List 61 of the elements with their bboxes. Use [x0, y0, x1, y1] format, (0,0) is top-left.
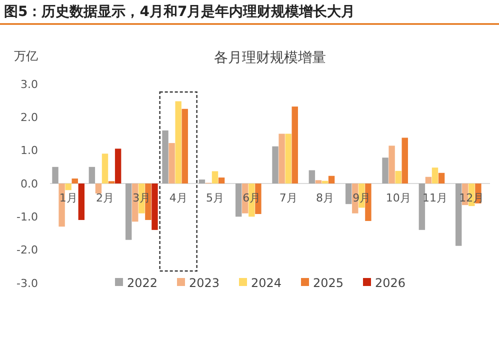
bar [175, 101, 182, 184]
bar [52, 166, 58, 184]
bar [425, 176, 432, 184]
legend-label: 2025 [313, 276, 344, 290]
bar [212, 171, 218, 184]
bar [114, 148, 122, 184]
legend-label: 2023 [189, 276, 220, 290]
bar [88, 166, 96, 184]
legend-label: 2022 [127, 276, 158, 290]
bar [278, 134, 285, 184]
bar [95, 184, 102, 194]
bar [182, 108, 188, 184]
x-tick-label: 5月 [206, 192, 224, 204]
bar [315, 180, 322, 184]
legend-label: 2026 [375, 276, 406, 290]
chart-subtitle: 各月理财规模增量 [214, 50, 326, 66]
y-tick-label: -1.0 [16, 210, 38, 224]
bar [102, 154, 108, 184]
bar [285, 134, 292, 184]
bar [78, 184, 85, 220]
x-tick-label: 10月 [386, 192, 411, 204]
bar [382, 158, 388, 184]
bar [235, 184, 242, 217]
x-tick-label: 6月 [242, 192, 261, 204]
bar [152, 184, 158, 230]
x-tick-label: 2月 [96, 192, 114, 204]
bar [418, 184, 426, 230]
bar [162, 130, 168, 184]
bar [395, 170, 402, 184]
bar [292, 106, 298, 184]
bar [455, 184, 462, 246]
legend-label: 2024 [251, 276, 282, 290]
y-tick-label: 1.0 [20, 144, 38, 158]
x-tick-label: 7月 [279, 192, 298, 204]
bar [432, 168, 438, 184]
y-tick-label: -2.0 [16, 244, 38, 257]
y-tick-label: 2.0 [20, 111, 38, 124]
x-tick-label: 11月 [422, 192, 448, 204]
bar [72, 178, 78, 184]
bar [388, 146, 395, 184]
x-tick-label: 3月 [132, 192, 151, 204]
bar [438, 172, 445, 184]
chart-title: 图5：历史数据显示，4月和7月是年内理财规模增长大月 [4, 4, 356, 20]
bar [218, 178, 225, 184]
bar [198, 180, 206, 184]
bar [328, 176, 335, 184]
bar [345, 184, 352, 204]
y-axis-title: 万亿 [14, 49, 38, 63]
bar [308, 170, 316, 184]
x-tick-label: 4月 [169, 192, 188, 204]
bar [322, 180, 328, 184]
y-tick-label: 0.0 [20, 177, 38, 190]
y-tick-label: -3.0 [16, 276, 38, 290]
y-tick-label: 3.0 [20, 78, 38, 91]
bar [125, 184, 132, 240]
bar [65, 184, 72, 190]
x-tick-label: 9月 [352, 192, 371, 204]
bar [402, 138, 408, 184]
x-tick-label: 8月 [316, 192, 334, 204]
bar [272, 146, 278, 184]
bar [168, 143, 175, 184]
